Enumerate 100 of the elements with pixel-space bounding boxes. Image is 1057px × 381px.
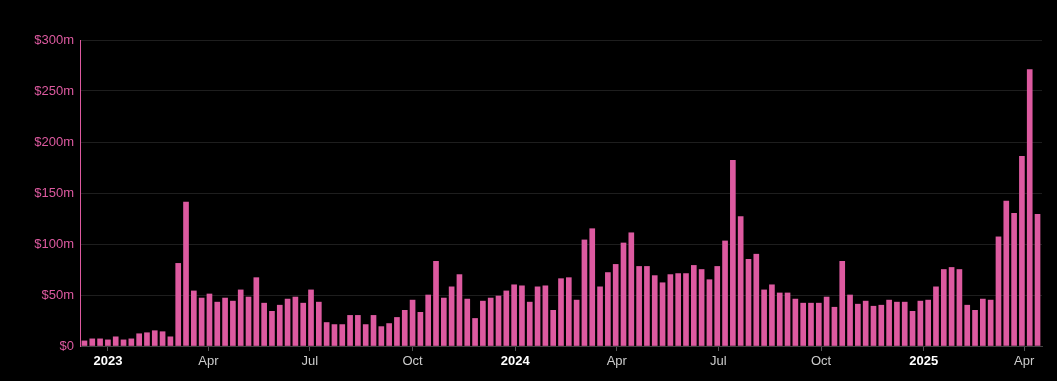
bar — [237, 289, 244, 346]
bar — [612, 264, 619, 346]
bar — [878, 304, 885, 346]
bar — [394, 317, 400, 346]
bar — [159, 331, 166, 346]
bar — [800, 302, 806, 346]
bar — [386, 323, 392, 346]
bar — [526, 301, 533, 346]
bar — [175, 263, 182, 346]
bar — [925, 299, 931, 346]
bar — [847, 294, 853, 346]
bar — [776, 292, 783, 346]
y-tick-label: $250m — [34, 82, 74, 98]
bar — [269, 310, 275, 346]
bar — [808, 302, 814, 346]
bar — [636, 266, 642, 346]
bar — [105, 339, 111, 346]
bar — [261, 302, 267, 346]
x-tick-label: Apr — [1014, 353, 1035, 369]
bar — [112, 336, 119, 346]
bar — [503, 290, 510, 346]
bar — [300, 302, 307, 346]
bar — [472, 318, 478, 346]
bar — [487, 297, 494, 346]
y-tick-label: $0 — [59, 337, 74, 353]
bar — [815, 302, 822, 346]
bar — [761, 289, 767, 346]
bar — [347, 315, 353, 346]
x-tick-label: Jul — [301, 353, 319, 369]
y-tick-label: $300m — [34, 31, 74, 47]
bar — [433, 261, 439, 346]
bar — [222, 297, 228, 346]
bar — [730, 160, 736, 346]
bar — [331, 324, 338, 346]
bar — [690, 265, 697, 346]
bar — [722, 240, 728, 346]
x-tick-label: 2024 — [500, 353, 531, 369]
bar — [230, 300, 236, 346]
bar — [89, 338, 96, 346]
bar — [737, 216, 744, 346]
bar — [425, 294, 432, 346]
bar — [378, 326, 385, 346]
bar — [894, 301, 900, 346]
y-tick-label: $50m — [41, 286, 74, 302]
bar — [144, 332, 150, 346]
y-tick-label: $100m — [34, 235, 74, 251]
bar — [136, 333, 142, 346]
bar — [1003, 200, 1010, 346]
bar — [511, 284, 517, 346]
bar — [597, 286, 603, 346]
x-tick-label: Jul — [710, 353, 727, 369]
bar — [605, 272, 611, 346]
bar — [1026, 69, 1033, 346]
bar — [151, 330, 158, 346]
bar — [323, 322, 330, 346]
bar — [940, 269, 947, 346]
bar — [464, 298, 471, 346]
bar — [714, 266, 721, 346]
bar — [401, 309, 408, 346]
bar — [276, 304, 283, 346]
bar — [628, 232, 635, 346]
bar — [589, 228, 596, 346]
bar — [97, 338, 103, 346]
bar — [1019, 155, 1025, 346]
bar — [855, 303, 861, 346]
bar — [862, 300, 869, 346]
y-tick-label: $150m — [34, 184, 74, 200]
bar — [167, 336, 174, 346]
bar — [933, 286, 939, 346]
bar — [191, 290, 197, 346]
bar — [886, 299, 892, 346]
x-tick-label: 2025 — [909, 353, 939, 369]
x-tick-label: 2023 — [93, 353, 123, 369]
bar — [308, 289, 314, 346]
bar — [972, 309, 978, 346]
bar — [980, 298, 986, 346]
x-tick-label: Oct — [402, 353, 424, 369]
bar — [339, 324, 346, 346]
bar — [480, 300, 486, 346]
bar — [683, 273, 689, 346]
bar — [550, 309, 557, 346]
bar — [316, 301, 322, 346]
bar — [558, 278, 564, 346]
bar — [769, 284, 775, 346]
bar — [753, 253, 760, 346]
bar — [362, 324, 369, 346]
bar — [440, 297, 447, 346]
x-tick-label: Oct — [810, 353, 832, 369]
bar — [253, 277, 260, 346]
bar — [675, 273, 682, 346]
y-tick-label: $200m — [34, 133, 74, 149]
bar — [651, 275, 658, 346]
bar — [214, 301, 221, 346]
bar — [565, 277, 572, 346]
bar — [839, 261, 846, 346]
bar — [644, 266, 650, 346]
bar — [901, 301, 908, 346]
bar — [355, 315, 361, 346]
bar — [964, 304, 971, 346]
x-tick-label: Apr — [606, 353, 628, 369]
